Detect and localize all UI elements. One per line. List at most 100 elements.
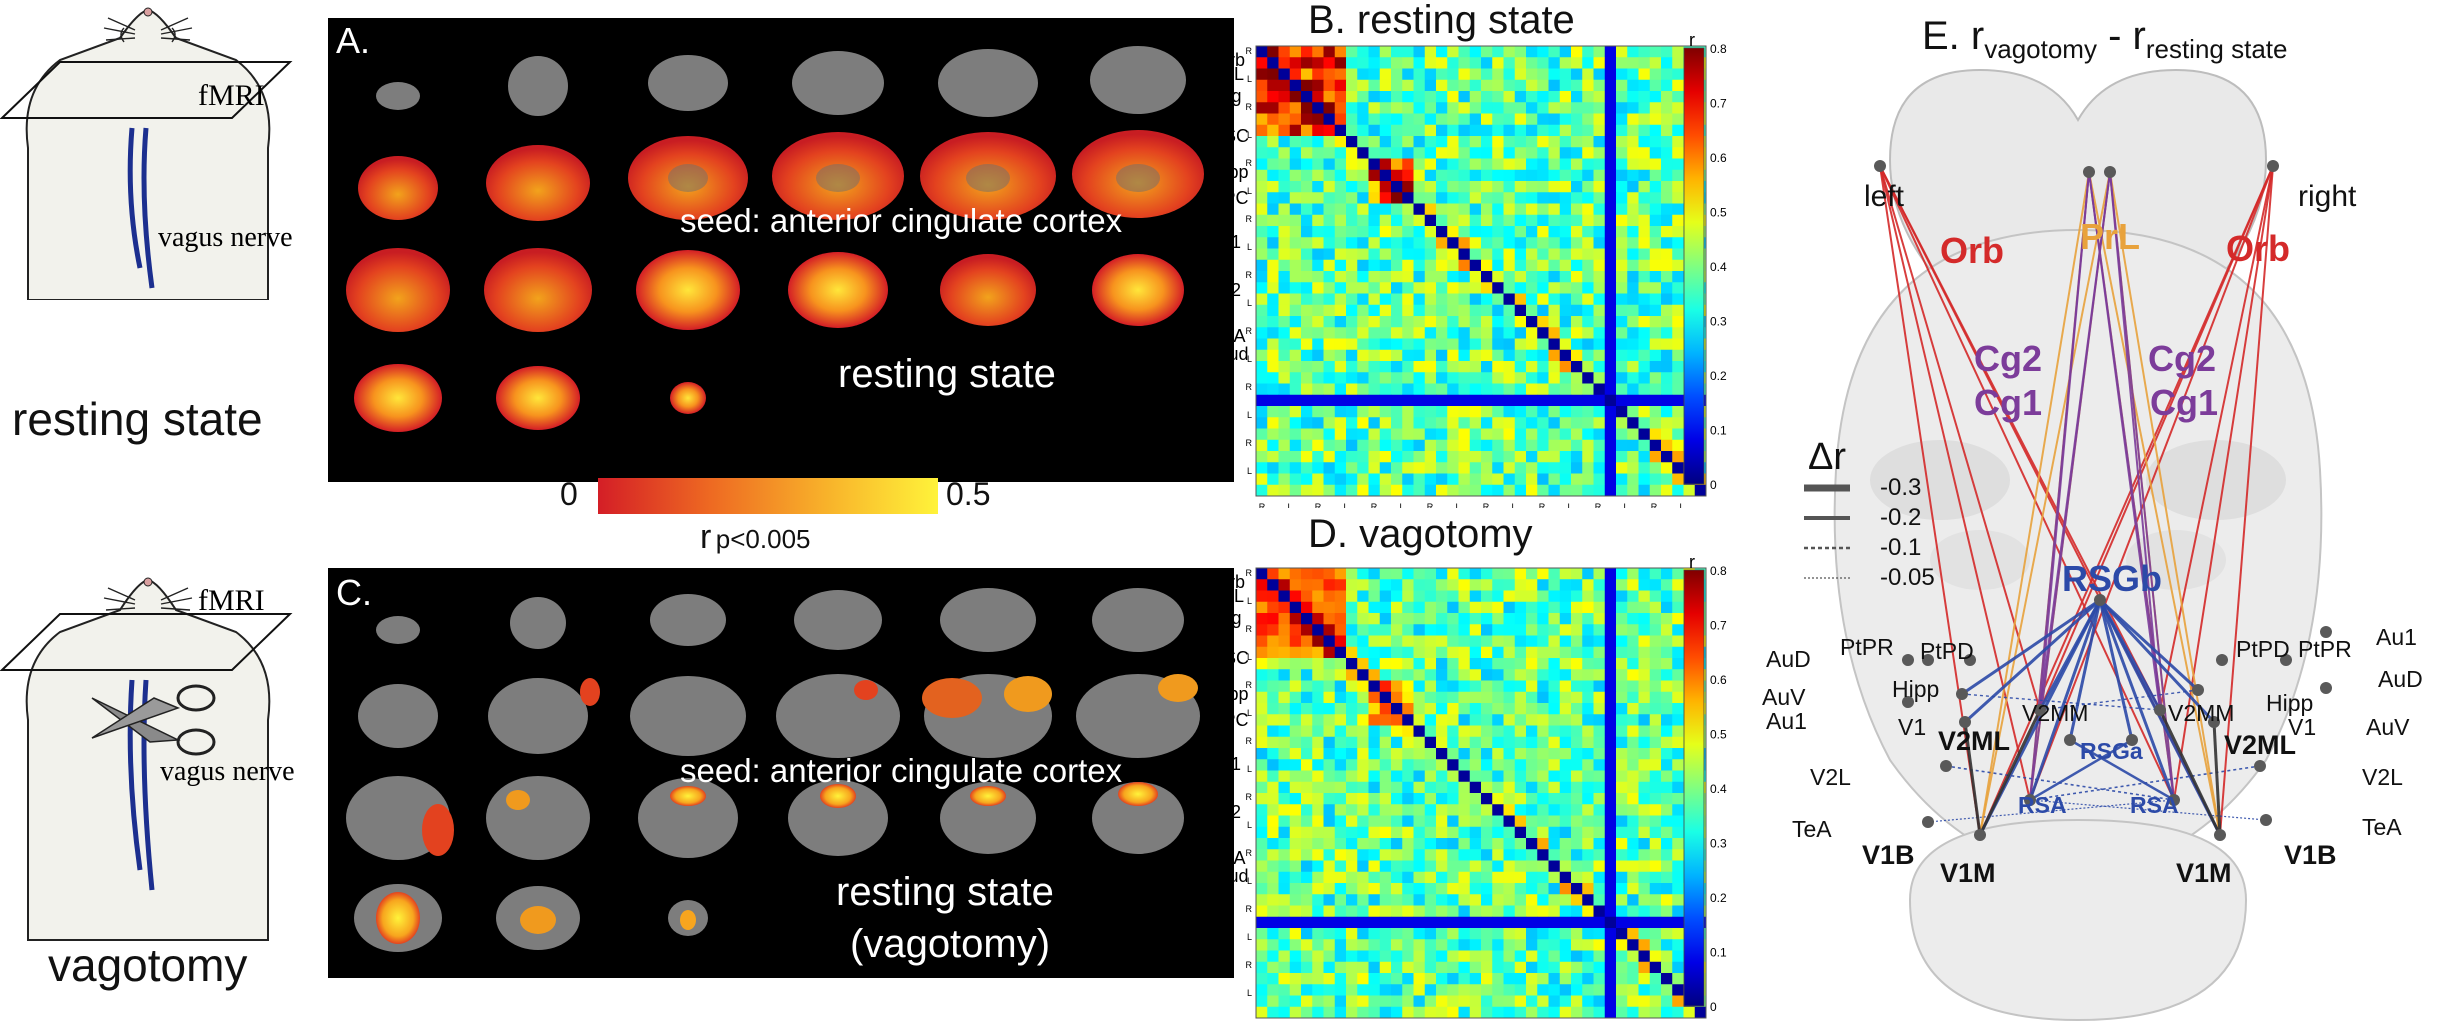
matrix-cell bbox=[1548, 973, 1561, 985]
region-node bbox=[1902, 696, 1914, 708]
matrix-cell bbox=[1514, 361, 1527, 373]
matrix-lr-label: L bbox=[1247, 988, 1252, 998]
matrix-cell bbox=[1571, 484, 1583, 497]
matrix-cell bbox=[1469, 793, 1482, 805]
matrix-cell bbox=[1638, 995, 1651, 1008]
matrix-cell bbox=[1649, 417, 1662, 429]
matrix-cell bbox=[1447, 826, 1459, 839]
matrix-cell bbox=[1537, 383, 1549, 396]
matrix-cell bbox=[1278, 759, 1291, 771]
matrix-cell bbox=[1436, 849, 1448, 861]
matrix-cell bbox=[1559, 826, 1572, 839]
matrix-cell bbox=[1289, 579, 1302, 591]
connectivity-edge bbox=[2158, 709, 2222, 836]
matrix-cell bbox=[1604, 703, 1617, 715]
matrix-cell bbox=[1424, 781, 1437, 794]
connectivity-edge bbox=[1978, 709, 2042, 836]
matrix-cell bbox=[1593, 451, 1606, 463]
matrix-cell bbox=[1537, 57, 1549, 69]
matrix-cell bbox=[1267, 950, 1279, 963]
matrix-cell bbox=[1616, 338, 1628, 351]
matrix-cell bbox=[1458, 736, 1471, 749]
matrix-cell bbox=[1334, 736, 1347, 749]
matrix-cell bbox=[1289, 691, 1302, 704]
matrix-cell bbox=[1402, 102, 1414, 114]
matrix-cell bbox=[1357, 147, 1369, 159]
matrix-cell bbox=[1571, 192, 1583, 204]
matrix-cell bbox=[1391, 669, 1403, 681]
matrix-lr-label: L bbox=[1247, 130, 1252, 140]
matrix-cell bbox=[1514, 158, 1527, 171]
matrix-cell bbox=[1638, 349, 1651, 362]
matrix-cell bbox=[1537, 259, 1549, 272]
matrix-lr-label: R bbox=[1246, 270, 1253, 280]
matrix-cell bbox=[1604, 158, 1617, 171]
matrix-cell bbox=[1469, 214, 1482, 227]
matrix-cell bbox=[1627, 439, 1639, 452]
matrix-cell bbox=[1368, 136, 1381, 148]
matrix-cell bbox=[1458, 451, 1471, 463]
matrix-cell bbox=[1616, 192, 1628, 204]
matrix-cell bbox=[1661, 349, 1673, 362]
matrix-cell bbox=[1649, 113, 1662, 126]
matrix-cell bbox=[1424, 147, 1437, 159]
matrix-cell bbox=[1301, 91, 1313, 103]
matrix-cell bbox=[1289, 428, 1302, 441]
matrix-cell bbox=[1436, 691, 1448, 704]
matrix-cell bbox=[1672, 849, 1684, 861]
matrix-cell bbox=[1391, 748, 1403, 760]
matrix-cell bbox=[1301, 79, 1313, 92]
matrix-cell bbox=[1357, 271, 1369, 283]
matrix-cell bbox=[1661, 293, 1673, 306]
matrix-cell bbox=[1661, 237, 1673, 249]
matrix-cell bbox=[1301, 838, 1313, 850]
matrix-cell bbox=[1278, 147, 1291, 159]
matrix-cell bbox=[1492, 304, 1504, 317]
matrix-cell bbox=[1334, 838, 1347, 850]
matrix-cell bbox=[1582, 237, 1594, 249]
matrix-cell bbox=[1514, 916, 1527, 929]
matrix-cell bbox=[1638, 158, 1651, 171]
matrix-cell bbox=[1593, 849, 1606, 861]
matrix-cell bbox=[1481, 781, 1493, 794]
matrix-cell bbox=[1334, 304, 1347, 317]
matrix-cell bbox=[1301, 725, 1313, 738]
matrix-cell bbox=[1312, 613, 1324, 625]
matrix-cell bbox=[1379, 372, 1392, 384]
matrix-cell bbox=[1312, 248, 1324, 261]
matrix-cell bbox=[1267, 590, 1279, 603]
matrix-cell bbox=[1368, 293, 1381, 306]
matrix-cell bbox=[1379, 838, 1392, 850]
matrix-cell bbox=[1402, 46, 1414, 58]
matrix-cell bbox=[1627, 451, 1639, 463]
matrix-cell bbox=[1458, 271, 1471, 283]
matrix-cell bbox=[1503, 894, 1516, 906]
matrix-cell bbox=[1301, 406, 1313, 418]
matrix-cell bbox=[1638, 601, 1651, 614]
matrix-cell bbox=[1604, 714, 1617, 726]
matrix-cell bbox=[1391, 613, 1403, 625]
matrix-cell bbox=[1413, 259, 1426, 272]
matrix-cell bbox=[1278, 136, 1291, 148]
matrix-cell bbox=[1323, 237, 1336, 249]
matrix-cell bbox=[1346, 736, 1358, 749]
matrix-cell bbox=[1526, 646, 1538, 659]
matrix-cell bbox=[1469, 826, 1482, 839]
matrix-cell bbox=[1436, 624, 1448, 636]
matrix-cell bbox=[1402, 939, 1414, 951]
matrix-cell bbox=[1256, 658, 1268, 670]
matrix-cell bbox=[1391, 973, 1403, 985]
matrix-cell bbox=[1548, 124, 1561, 137]
activation-colorbar bbox=[598, 478, 938, 514]
matrix-cell bbox=[1413, 304, 1426, 317]
matrix-cell bbox=[1616, 601, 1628, 614]
matrix-cell bbox=[1368, 568, 1381, 580]
matrix-cell bbox=[1661, 804, 1673, 816]
matrix-cell bbox=[1334, 1006, 1347, 1019]
matrix-cell bbox=[1278, 939, 1291, 951]
matrix-cell bbox=[1312, 680, 1324, 693]
matrix-cell bbox=[1458, 327, 1471, 339]
matrix-cell bbox=[1413, 484, 1426, 497]
matrix-cell bbox=[1334, 691, 1347, 704]
matrix-cell bbox=[1503, 417, 1516, 429]
